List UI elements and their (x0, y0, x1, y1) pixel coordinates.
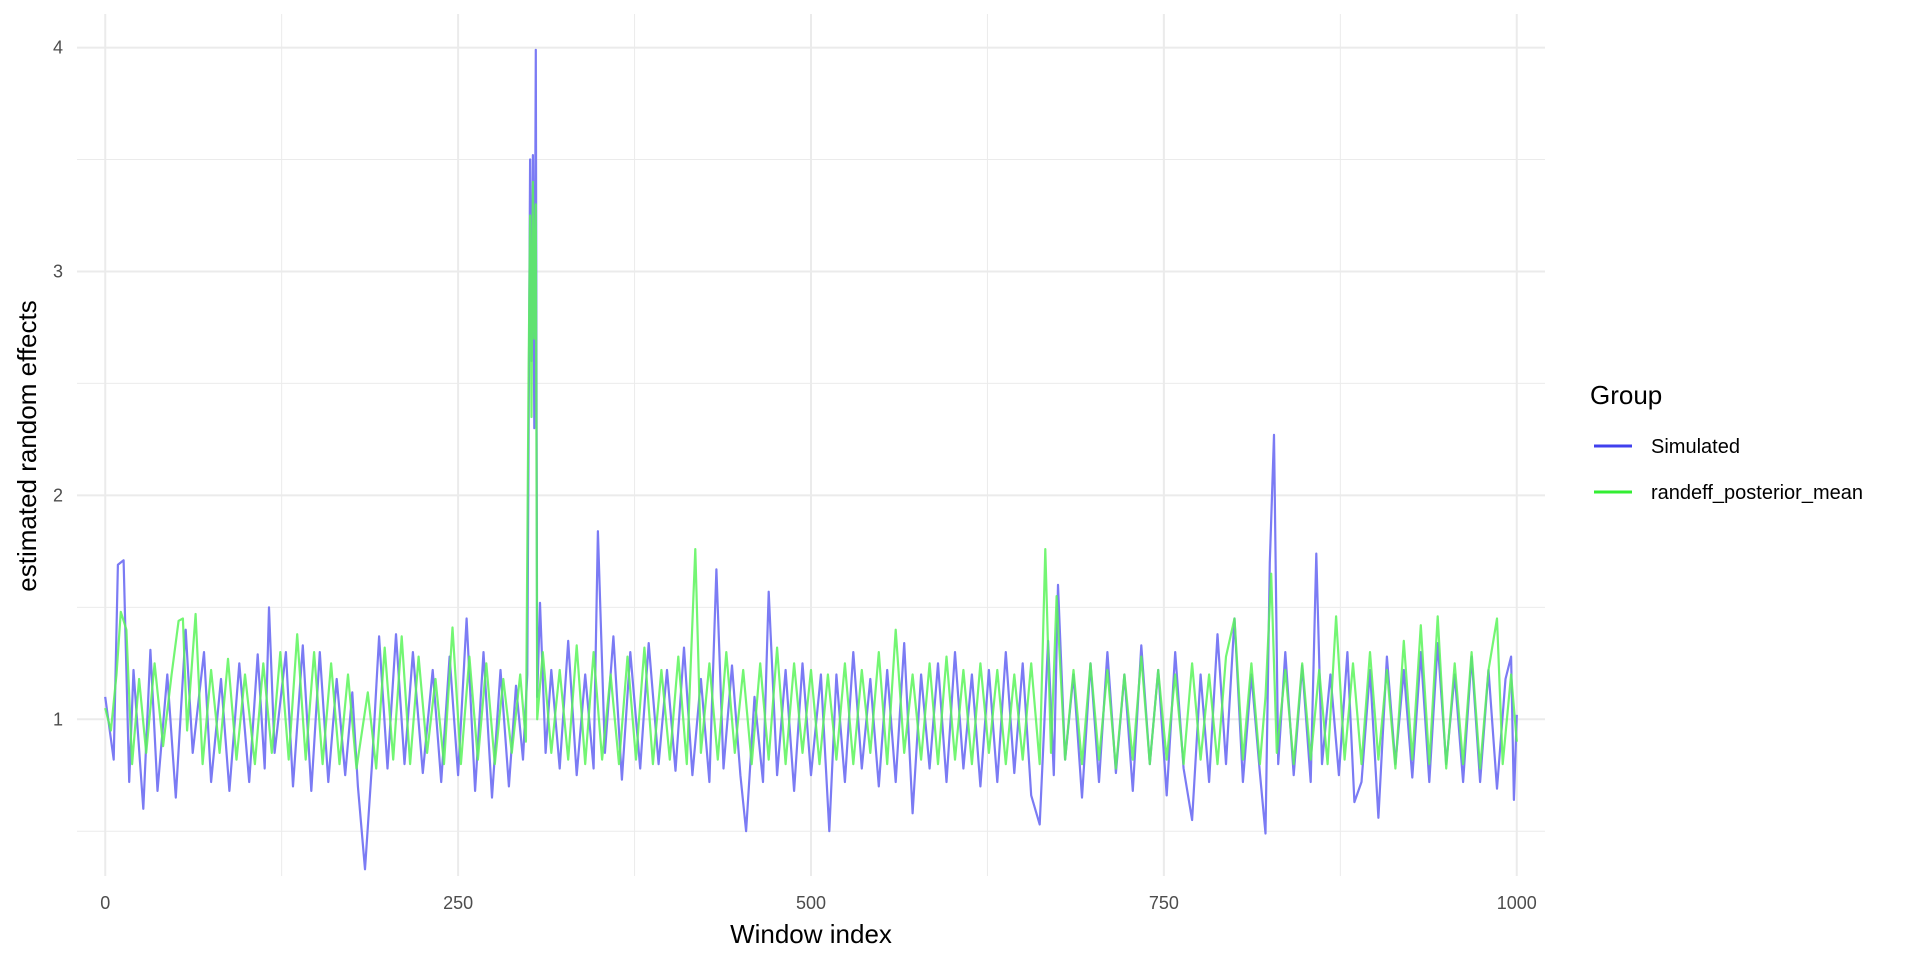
x-axis-title: Window index (730, 919, 892, 949)
x-tick-label: 250 (443, 893, 473, 913)
y-tick-label: 3 (53, 261, 63, 281)
legend-label-randeff-posterior-mean: randeff_posterior_mean (1651, 482, 1863, 504)
x-tick-label: 0 (100, 893, 110, 913)
x-tick-label: 1000 (1497, 893, 1537, 913)
legend-title: Group (1590, 380, 1662, 410)
series-line-randeff-posterior-mean (104, 180, 1518, 770)
y-tick-label: 1 (53, 709, 63, 729)
y-axis-ticks: 1 2 3 4 (53, 38, 63, 730)
series-layer (104, 48, 1518, 871)
x-tick-label: 500 (796, 893, 826, 913)
legend-label-simulated: Simulated (1651, 436, 1740, 458)
y-tick-label: 2 (53, 485, 63, 505)
legend: Group Simulated randeff_posterior_mean (1590, 380, 1863, 504)
y-tick-label: 4 (53, 38, 63, 58)
y-axis-title: estimated random effects (12, 300, 42, 591)
x-tick-label: 750 (1149, 893, 1179, 913)
x-axis-ticks: 0 250 500 750 1000 (100, 893, 1537, 913)
